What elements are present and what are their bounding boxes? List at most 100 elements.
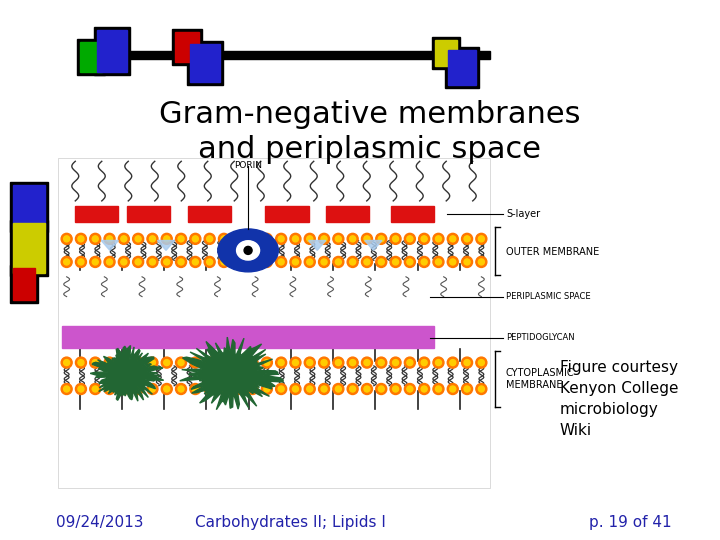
Circle shape <box>376 256 387 267</box>
Circle shape <box>121 236 127 242</box>
Circle shape <box>76 357 86 368</box>
Circle shape <box>218 256 230 267</box>
Circle shape <box>132 256 144 267</box>
Circle shape <box>63 386 70 392</box>
Circle shape <box>118 256 130 267</box>
Circle shape <box>405 233 415 244</box>
Bar <box>175 32 199 62</box>
Circle shape <box>261 383 272 395</box>
Circle shape <box>132 357 144 368</box>
Circle shape <box>307 259 312 265</box>
Circle shape <box>150 236 156 242</box>
Circle shape <box>104 256 115 267</box>
Circle shape <box>104 357 115 368</box>
Circle shape <box>464 236 470 242</box>
Circle shape <box>121 360 127 366</box>
Circle shape <box>107 236 112 242</box>
Circle shape <box>247 357 258 368</box>
Circle shape <box>347 357 358 368</box>
Bar <box>13 268 35 300</box>
Circle shape <box>261 233 272 244</box>
Circle shape <box>107 360 112 366</box>
Circle shape <box>378 386 384 392</box>
Circle shape <box>63 236 70 242</box>
Circle shape <box>90 357 101 368</box>
Circle shape <box>92 259 98 265</box>
Circle shape <box>204 256 215 267</box>
Circle shape <box>478 236 485 242</box>
Polygon shape <box>90 346 163 401</box>
Circle shape <box>218 233 230 244</box>
Circle shape <box>61 383 72 395</box>
Bar <box>127 206 171 222</box>
Circle shape <box>163 360 170 366</box>
Circle shape <box>292 236 299 242</box>
Text: Figure courtesy
Kenyon College
microbiology
Wiki: Figure courtesy Kenyon College microbiol… <box>560 360 678 438</box>
Bar <box>188 206 231 222</box>
Circle shape <box>147 383 158 395</box>
Circle shape <box>276 383 287 395</box>
Circle shape <box>278 386 284 392</box>
Circle shape <box>478 386 485 392</box>
Circle shape <box>364 259 370 265</box>
Bar <box>13 223 45 273</box>
Circle shape <box>121 386 127 392</box>
Circle shape <box>247 383 258 395</box>
Bar <box>326 206 369 222</box>
Circle shape <box>176 357 186 368</box>
Bar <box>76 206 119 222</box>
Circle shape <box>321 386 327 392</box>
Circle shape <box>92 360 98 366</box>
Circle shape <box>204 233 215 244</box>
Circle shape <box>290 383 301 395</box>
Circle shape <box>318 233 330 244</box>
Circle shape <box>161 357 172 368</box>
Circle shape <box>405 383 415 395</box>
Circle shape <box>421 360 427 366</box>
Circle shape <box>364 360 370 366</box>
Circle shape <box>347 256 358 267</box>
Circle shape <box>336 236 341 242</box>
Bar <box>80 42 102 72</box>
Circle shape <box>361 357 372 368</box>
Circle shape <box>261 256 272 267</box>
Circle shape <box>418 357 430 368</box>
Circle shape <box>207 386 212 392</box>
Circle shape <box>378 259 384 265</box>
Circle shape <box>178 236 184 242</box>
Circle shape <box>478 360 485 366</box>
Circle shape <box>333 383 344 395</box>
Circle shape <box>450 386 456 392</box>
Circle shape <box>218 357 230 368</box>
Circle shape <box>292 360 299 366</box>
Circle shape <box>418 383 430 395</box>
Circle shape <box>221 236 227 242</box>
Circle shape <box>450 360 456 366</box>
Circle shape <box>333 357 344 368</box>
Circle shape <box>132 383 144 395</box>
Circle shape <box>390 357 401 368</box>
Circle shape <box>176 256 186 267</box>
Text: Carbohydrates II; Lipids I: Carbohydrates II; Lipids I <box>194 516 385 530</box>
Circle shape <box>336 360 341 366</box>
Circle shape <box>278 236 284 242</box>
Circle shape <box>204 383 215 395</box>
Circle shape <box>392 360 399 366</box>
Circle shape <box>390 383 401 395</box>
Text: OUTER MEMBRANE: OUTER MEMBRANE <box>506 247 599 257</box>
Circle shape <box>147 357 158 368</box>
Circle shape <box>407 386 413 392</box>
Circle shape <box>278 259 284 265</box>
Circle shape <box>244 246 252 254</box>
Circle shape <box>104 383 115 395</box>
Polygon shape <box>309 240 326 251</box>
Text: 09/24/2013: 09/24/2013 <box>56 516 144 530</box>
Circle shape <box>433 357 444 368</box>
Circle shape <box>178 386 184 392</box>
Bar <box>448 50 476 85</box>
Circle shape <box>150 360 156 366</box>
Circle shape <box>90 233 101 244</box>
Bar <box>187 41 223 85</box>
Circle shape <box>104 233 115 244</box>
Text: PERIPLASMIC SPACE: PERIPLASMIC SPACE <box>506 292 590 301</box>
